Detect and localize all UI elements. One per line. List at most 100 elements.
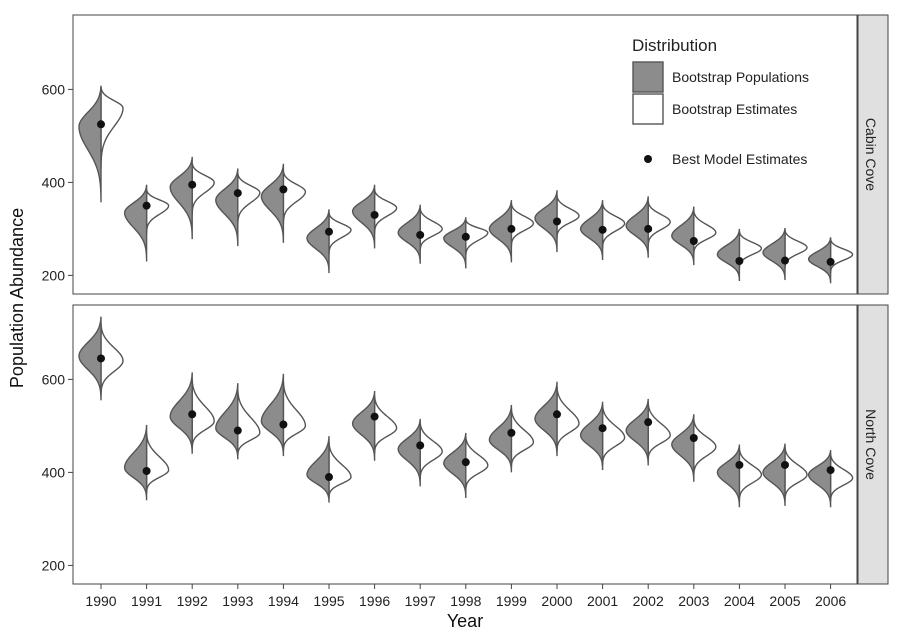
best-estimate-point: [233, 189, 242, 198]
violin-estimates: [282, 381, 307, 452]
violin-estimates: [784, 446, 808, 501]
best-estimate-point: [598, 225, 607, 234]
best-estimate-point: [507, 428, 516, 437]
best-estimate-point: [188, 410, 197, 419]
legend-swatch-estimates: [632, 93, 664, 125]
best-estimate-layer: [97, 120, 835, 482]
legend-point-best: [644, 155, 652, 163]
violin-populations: [534, 190, 558, 253]
best-estimate-point: [370, 210, 379, 219]
strip-label-cabin-cove: Cabin Cove: [863, 118, 879, 191]
x-tick-label: 1997: [405, 593, 436, 609]
best-estimate-point: [279, 420, 288, 429]
violin-populations: [488, 200, 513, 263]
x-tick-label: 1992: [177, 593, 208, 609]
x-tick-label: 1993: [222, 593, 253, 609]
best-estimate-point: [689, 236, 698, 245]
violin-populations: [671, 206, 695, 266]
violin-estimates: [419, 207, 443, 252]
violin-estimates: [829, 239, 854, 274]
violin-populations: [123, 424, 148, 501]
x-tick-label: 1996: [359, 593, 390, 609]
best-estimate-point: [735, 256, 744, 265]
legend-label-best: Best Model Estimates: [672, 151, 807, 167]
violin-estimates: [465, 219, 489, 257]
x-axis: 1990 1991 1992 1993 1994 1995 1996 1997 1998 1999…: [85, 584, 846, 609]
best-estimate-point: [553, 410, 561, 419]
violin-populations: [397, 418, 421, 487]
violin-estimates: [191, 162, 215, 215]
best-estimate-point: [735, 460, 744, 469]
violin-populations: [169, 156, 193, 240]
legend-swatch-populations: [632, 61, 664, 93]
y-tick-label: 600: [42, 371, 66, 387]
y-axis: 200 400 600 200 400 600: [42, 81, 73, 573]
violin-populations: [78, 316, 102, 401]
best-estimate-point: [325, 473, 333, 482]
violin-populations: [625, 196, 649, 258]
violin-populations: [215, 383, 239, 460]
x-tick-label: 2006: [815, 593, 846, 609]
violin-estimates: [145, 189, 170, 234]
best-estimate-point: [826, 257, 835, 266]
violin-populations: [579, 200, 604, 261]
strip-north-cove: [857, 304, 889, 585]
violin-populations: [762, 443, 786, 506]
best-estimate-point: [781, 256, 789, 265]
y-tick-label: 200: [42, 557, 66, 573]
best-estimate-point: [826, 466, 835, 475]
strip-label-north-cove: North Cove: [863, 409, 879, 480]
violin-estimates: [693, 210, 717, 255]
violin-populations: [716, 444, 741, 508]
violin-estimates: [328, 442, 352, 499]
y-tick-label: 600: [42, 81, 66, 97]
violin-estimates: [282, 170, 307, 225]
violin-estimates: [328, 212, 352, 255]
violin-populations: [78, 85, 102, 203]
x-tick-label: 2001: [587, 593, 618, 609]
x-axis-title: Year: [447, 611, 483, 631]
violin-estimates: [601, 203, 626, 249]
legend: Distribution Bootstrap Populations Boots…: [632, 36, 809, 167]
violin-estimates: [601, 404, 626, 466]
violin-estimates: [373, 395, 398, 454]
x-tick-label: 2003: [678, 593, 709, 609]
violin-populations: [306, 209, 330, 274]
best-estimate-point: [781, 460, 789, 469]
violin-estimates: [237, 173, 261, 226]
y-tick-label: 400: [42, 464, 66, 480]
best-estimate-point: [279, 185, 288, 194]
x-tick-label: 1990: [85, 593, 116, 609]
violin-populations: [671, 414, 695, 482]
x-tick-label: 1998: [450, 593, 481, 609]
best-estimate-point: [325, 227, 333, 236]
best-estimate-point: [233, 426, 242, 435]
violin-estimates: [556, 386, 580, 452]
violin-populations: [351, 390, 376, 461]
x-tick-label: 1991: [131, 593, 162, 609]
legend-label-estimates: Bootstrap Estimates: [672, 101, 797, 117]
best-estimate-point: [370, 412, 379, 421]
best-estimate-point: [461, 232, 470, 241]
violin-estimates: [191, 379, 215, 450]
x-tick-label: 1995: [313, 593, 344, 609]
violin-populations: [351, 184, 376, 249]
best-estimate-point: [142, 467, 151, 476]
best-estimate-point: [553, 217, 561, 226]
violin-populations: [443, 432, 467, 498]
violin-populations: [260, 373, 285, 457]
best-estimate-point: [644, 224, 653, 233]
violin-estimates: [647, 402, 671, 461]
violin-populations: [306, 436, 330, 503]
legend-label-populations: Bootstrap Populations: [672, 69, 809, 85]
legend-title: Distribution: [632, 36, 717, 55]
best-estimate-point: [97, 354, 105, 363]
violin-populations: [579, 401, 604, 471]
violin-estimates: [145, 432, 170, 494]
best-estimate-point: [689, 433, 698, 442]
best-estimate-point: [188, 180, 197, 189]
violin-estimates: [510, 203, 535, 247]
violin-populations: [488, 404, 513, 473]
best-estimate-point: [461, 458, 470, 467]
